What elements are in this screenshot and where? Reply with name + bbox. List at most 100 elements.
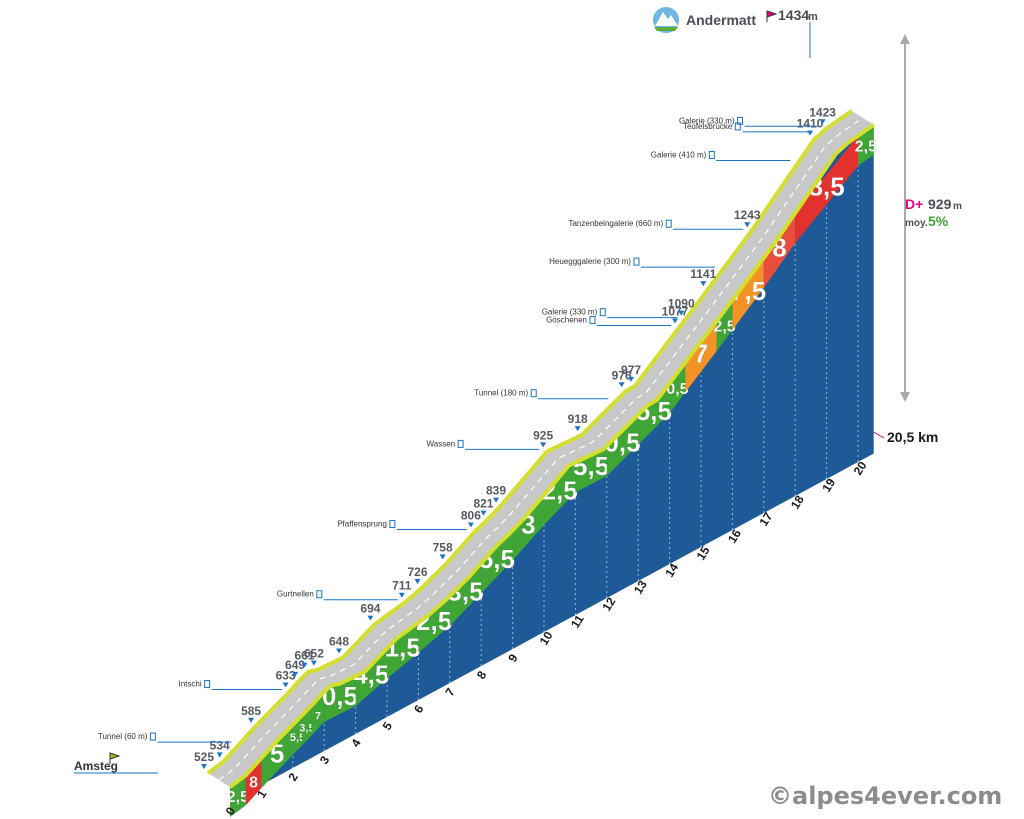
place-label: Göschenen	[546, 316, 587, 325]
road-surface	[206, 109, 875, 789]
gradient-segment	[575, 445, 607, 493]
summit-label: Andermatt 1434 m	[651, 5, 818, 58]
place-icon	[457, 439, 464, 448]
elevation-label: 1090	[668, 297, 695, 311]
gain-unit: m	[953, 201, 962, 212]
gradient-label: 3,5	[299, 722, 314, 734]
elevation-label: 918	[568, 412, 588, 426]
place-label: Teufelsbrücke	[683, 122, 733, 131]
elevation-label: 661	[294, 649, 314, 663]
gradient-segment	[669, 362, 686, 414]
elevation-marker-icon	[216, 752, 223, 758]
elevation-marker-icon	[414, 579, 421, 585]
place-icon	[149, 732, 156, 741]
km-tick-label: 6	[411, 702, 427, 715]
elevation-marker-icon	[336, 648, 343, 654]
place-label: Intschi	[179, 680, 202, 689]
road-edge-outer	[206, 109, 853, 775]
gradient-label: 8	[249, 775, 258, 792]
elevation-marker-icon	[700, 281, 707, 287]
elevation-label: 806	[461, 509, 481, 523]
elevation-label: 534	[210, 738, 230, 752]
start-name: Amsteg	[74, 759, 118, 773]
place-label: Tunnel (60 m)	[98, 732, 148, 741]
mountain-logo-peak-icon	[655, 12, 678, 26]
place-label: Heuegggalerie (300 m)	[549, 257, 631, 266]
gradient-segment	[763, 213, 796, 288]
elevation-marker-icon	[574, 426, 581, 432]
elevation-marker-icon	[628, 376, 635, 382]
elevation-marker-icon	[367, 615, 374, 621]
elevation-label: 648	[329, 634, 349, 648]
elevation-marker-icon	[201, 764, 207, 769]
place-label: Pfaffensprung	[337, 520, 387, 529]
gradient-segment	[387, 622, 419, 679]
summit-flag-icon	[766, 10, 778, 22]
elevation-marker-icon	[672, 318, 678, 324]
road-edge-inner	[228, 123, 875, 789]
place-label: Galerie (330 m)	[542, 308, 598, 317]
elevation-label: 711	[392, 579, 412, 593]
gradient-segment	[732, 257, 764, 330]
gradient-segment	[512, 494, 544, 561]
distance-total-label: 20,5 km	[887, 429, 938, 445]
place-icon	[737, 116, 744, 125]
elevation-label: 649	[285, 658, 305, 672]
avg-grade: 5%	[928, 213, 949, 229]
elevation-label: 694	[360, 602, 380, 616]
elevation-marker-icon	[493, 497, 500, 503]
start-label: Amsteg	[74, 752, 158, 774]
elevation-marker-icon	[540, 442, 547, 448]
place-icon	[389, 520, 396, 529]
elevation-label: 977	[621, 363, 641, 377]
elevation-marker-icon	[301, 662, 308, 668]
gain-prefix: D+	[905, 196, 923, 212]
distance-total: 20,5 km	[869, 429, 938, 445]
place-label: Galerie (330 m)	[679, 116, 735, 125]
gradient-band: 2,5855,53,570,54,51,52,53,55,532,55,50,5…	[226, 124, 877, 817]
gain-arrow-bottom-icon	[900, 392, 910, 402]
gain-arrow-top-icon	[900, 34, 910, 44]
elevation-marker-icon	[398, 592, 405, 598]
place-icon	[599, 308, 606, 317]
km-tick-label: 7	[442, 685, 458, 698]
road-centerline	[218, 117, 864, 781]
km-tick-label: 5	[380, 719, 396, 732]
elevation-label: 1423	[809, 105, 836, 119]
gradient-label: 2,5	[855, 138, 877, 155]
elevation-label: 925	[533, 428, 553, 442]
elevation-label: 976	[612, 368, 632, 382]
avg-prefix: moy.	[905, 218, 928, 229]
start-flag-icon	[109, 752, 121, 764]
elevation-label: 633	[276, 669, 296, 683]
elevation-marker-icon	[678, 310, 685, 316]
elevation-label: 726	[408, 565, 428, 579]
elevation-marker-icon	[744, 222, 751, 228]
gradient-segment	[544, 462, 576, 525]
elevation-marker-icon	[807, 130, 814, 136]
gradient-segment	[481, 530, 513, 594]
elevation-marker-icon	[819, 119, 826, 125]
place-labels: Tunnel (60 m) Intschi Gurtnellen Pfaffenspr…	[98, 116, 819, 743]
gradient-segment	[355, 648, 387, 707]
place-icon	[665, 219, 672, 228]
credit: ©alpes4ever.com	[768, 782, 1002, 810]
elevation-marker-icon	[467, 522, 474, 528]
gain-value: 929	[928, 196, 952, 212]
place-label: Tunnel (180 m)	[474, 389, 528, 398]
elevation-label: 1077	[662, 305, 689, 319]
place-icon	[530, 389, 537, 398]
elevation-marker-icon	[480, 510, 487, 516]
elevation-label: 821	[473, 497, 493, 511]
place-label: Tanzenbeingalerie (660 m)	[568, 219, 663, 228]
elevation-marker-icon	[292, 671, 299, 677]
km-tick-label: 1	[254, 787, 270, 800]
km-tick-label: 3	[317, 753, 333, 766]
road-ribbon	[208, 110, 874, 787]
elevation-label: 585	[241, 704, 261, 718]
gradient-segment	[638, 383, 670, 445]
elevation-label: 525	[194, 750, 214, 764]
elevation-marker-icon	[310, 660, 317, 666]
place-icon	[316, 590, 323, 599]
km-tick-label: 9	[505, 651, 521, 664]
